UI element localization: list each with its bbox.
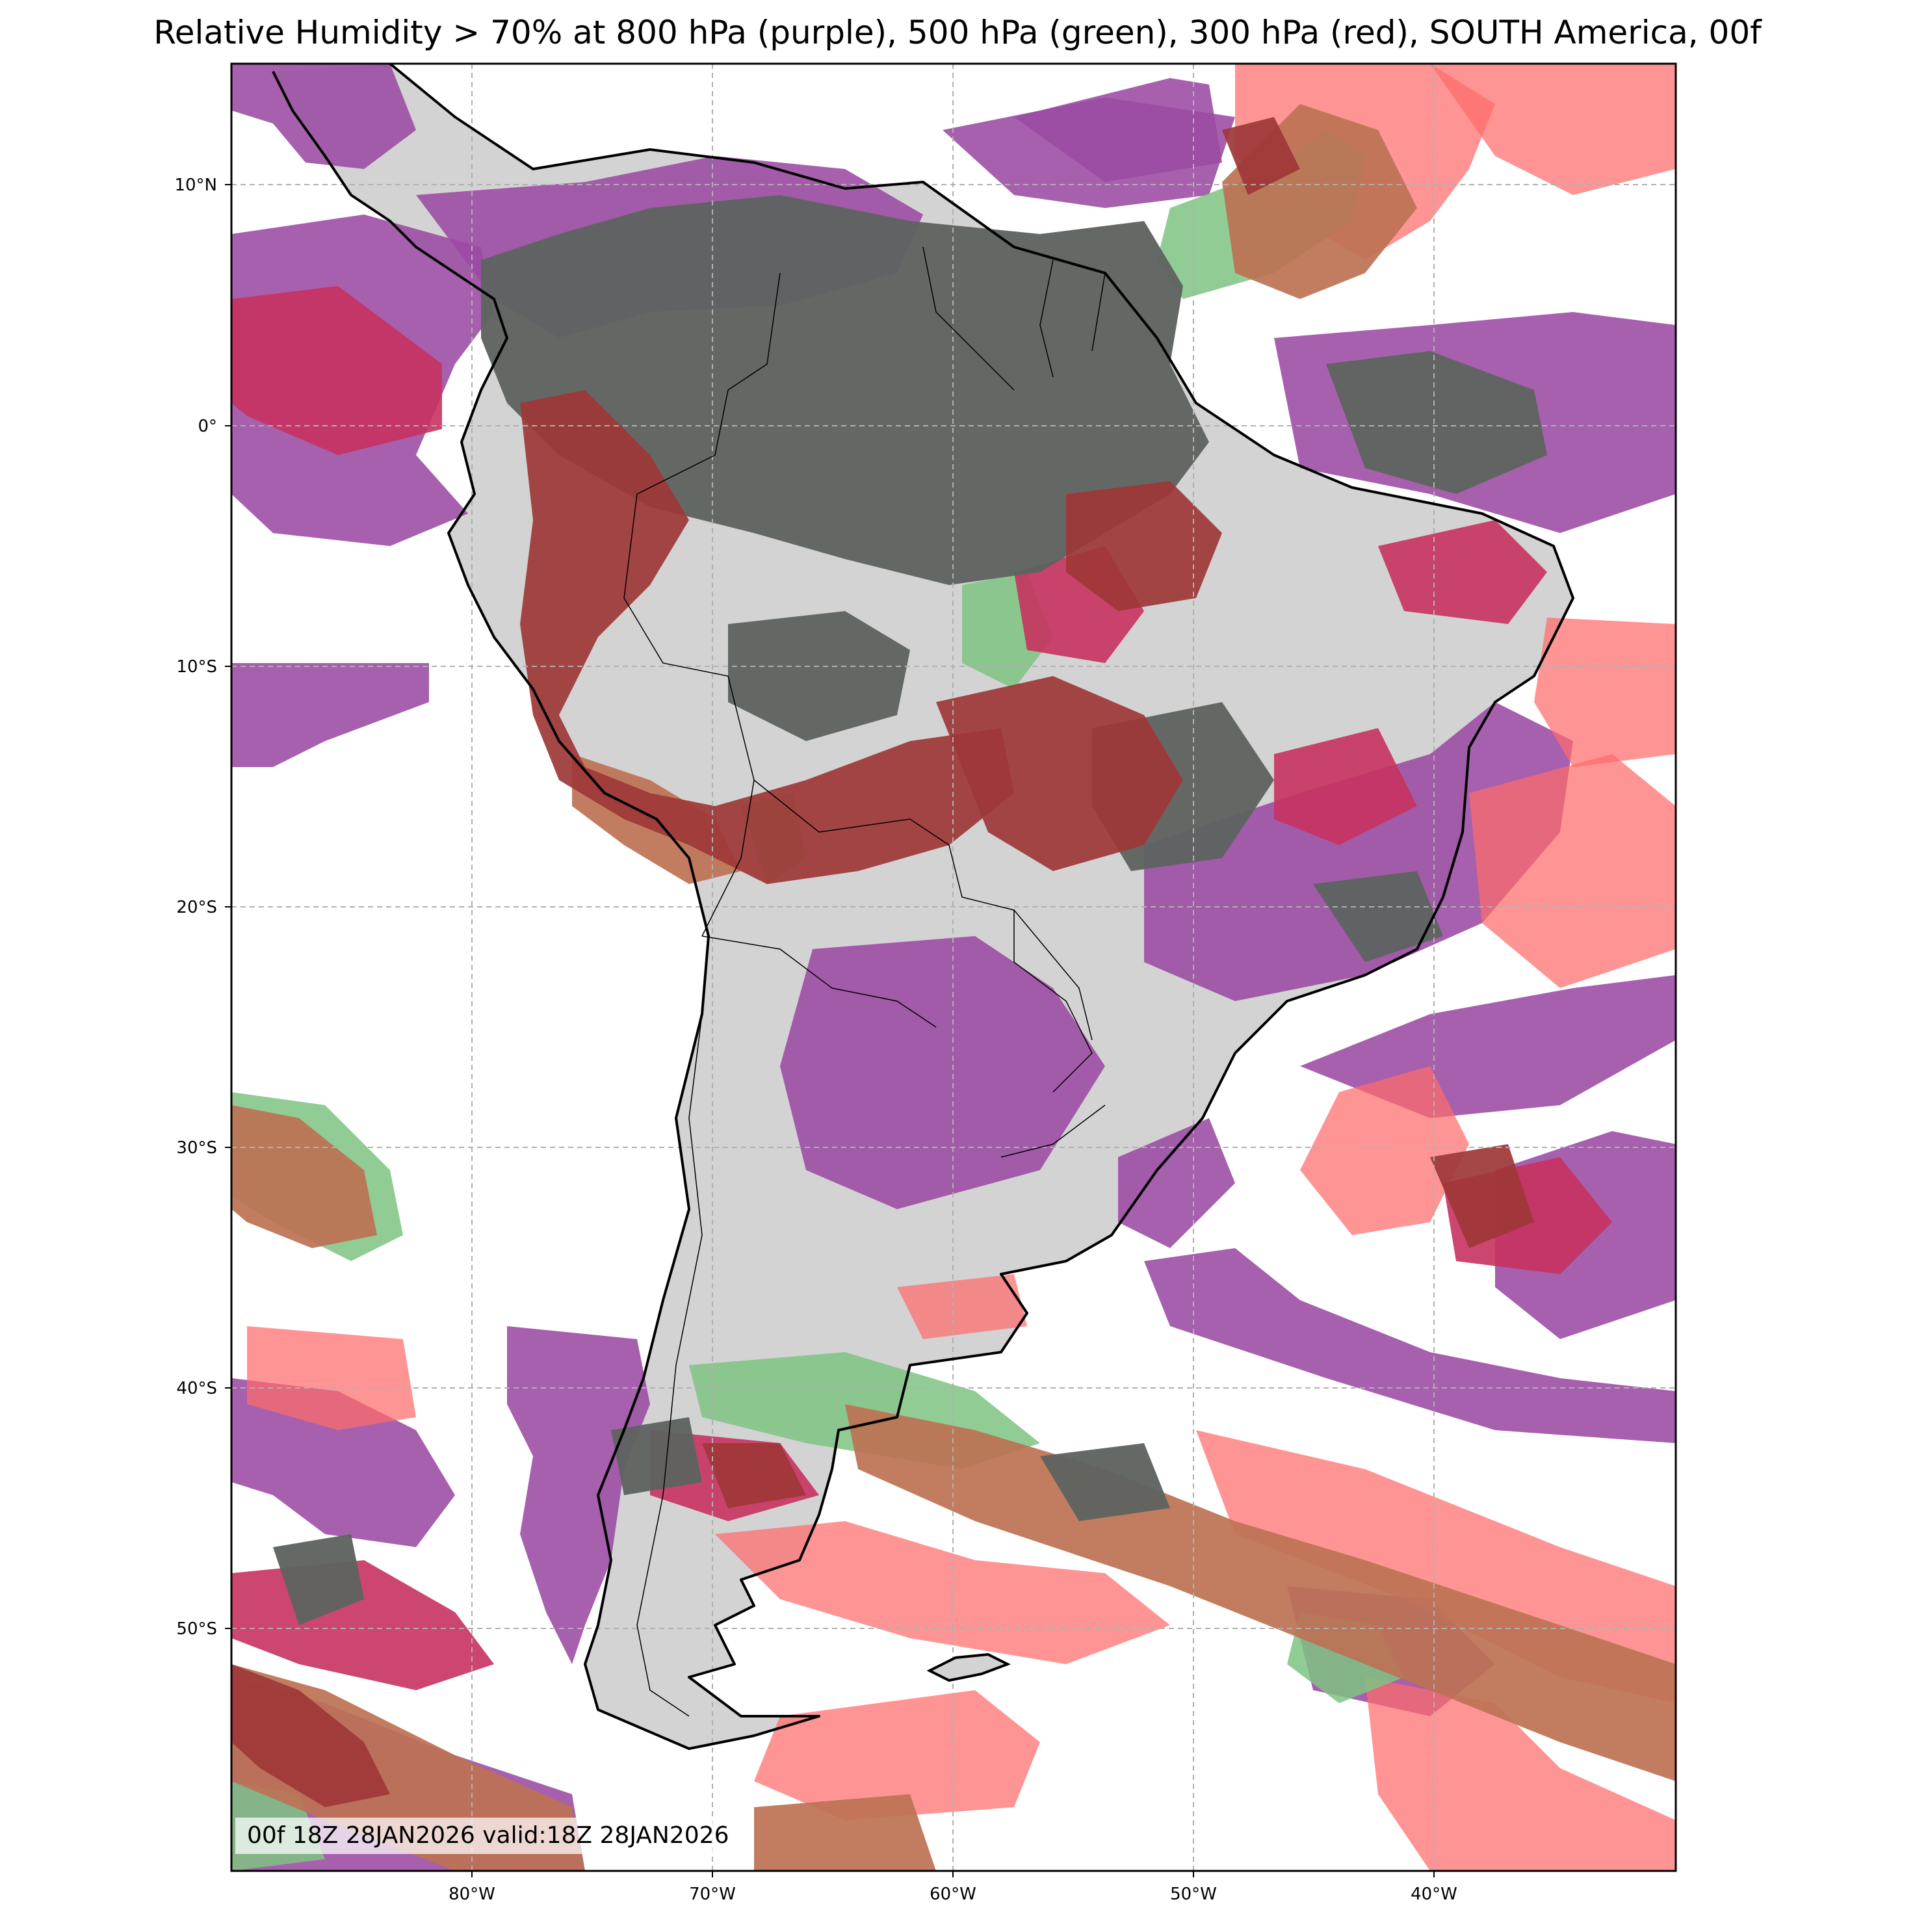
- lon-tick-label: 60°W: [930, 1885, 976, 1904]
- lat-tick-label: 10°S: [176, 657, 217, 677]
- country-borders: [623, 246, 1106, 1717]
- map-title: Relative Humidity > 70% at 800 hPa (purp…: [153, 14, 1762, 51]
- lon-tick-label: 80°W: [449, 1885, 495, 1904]
- gridlines: [231, 64, 1676, 1871]
- coastline: [272, 64, 1574, 1750]
- lon-tick-labels: 80°W 70°W 60°W 50°W 40°W: [449, 1885, 1457, 1904]
- lon-tick-label: 40°W: [1411, 1885, 1457, 1904]
- lat-tick-label: 10°N: [174, 176, 217, 195]
- lat-tick-label: 30°S: [176, 1138, 217, 1158]
- lat-tick-label: 40°S: [176, 1379, 217, 1398]
- tick-marks: [225, 184, 1435, 1877]
- valid-time-stamp: 00f 18Z 28JAN2026 valid:18Z 28JAN2026: [235, 1818, 741, 1854]
- falkland-islands: [926, 1652, 1011, 1682]
- lat-tick-labels: 10°N 0° 10°S 20°S 30°S 40°S 50°S: [174, 176, 217, 1639]
- overlap-dark-red: [231, 117, 1534, 1807]
- lat-tick-label: 20°S: [176, 898, 217, 917]
- lat-tick-label: 50°S: [176, 1619, 217, 1639]
- lon-tick-label: 70°W: [689, 1885, 736, 1904]
- lon-tick-label: 50°W: [1170, 1885, 1217, 1904]
- lat-tick-label: 0°: [198, 417, 217, 436]
- layer-300hpa: [247, 64, 1676, 1871]
